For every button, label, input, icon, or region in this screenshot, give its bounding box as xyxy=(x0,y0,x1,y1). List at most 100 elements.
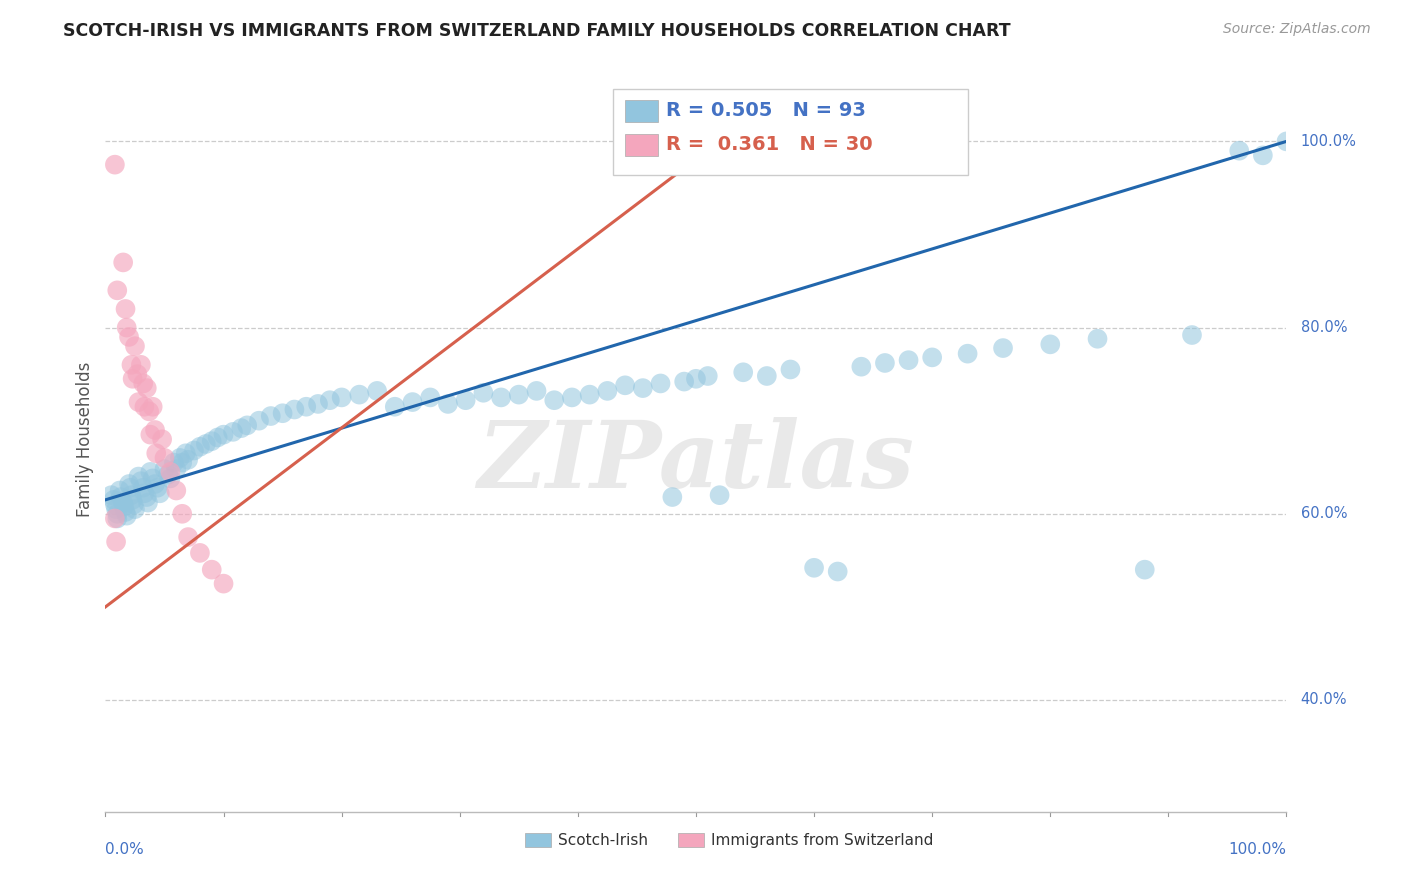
Text: 60.0%: 60.0% xyxy=(1301,507,1347,521)
Point xyxy=(307,397,329,411)
Text: Immigrants from Switzerland: Immigrants from Switzerland xyxy=(711,832,934,847)
Point xyxy=(149,486,172,500)
Point xyxy=(614,378,637,392)
Point xyxy=(489,391,512,405)
Point xyxy=(709,488,731,502)
Point xyxy=(120,488,142,502)
Point xyxy=(112,500,135,514)
Point xyxy=(283,402,305,417)
Point xyxy=(114,301,136,316)
Point xyxy=(349,387,371,401)
Point xyxy=(212,576,235,591)
Point xyxy=(135,490,157,504)
Point xyxy=(129,358,152,372)
Point xyxy=(897,353,920,368)
Point xyxy=(115,508,138,523)
Point xyxy=(150,433,173,447)
Point xyxy=(1251,148,1274,162)
Point xyxy=(188,546,211,560)
Point xyxy=(188,440,211,454)
Point xyxy=(112,495,135,509)
Point xyxy=(384,400,406,414)
Point xyxy=(105,284,128,298)
Point xyxy=(755,369,778,384)
Point xyxy=(803,561,825,575)
Text: R = 0.505   N = 93: R = 0.505 N = 93 xyxy=(666,101,866,120)
Point xyxy=(260,409,283,423)
Point xyxy=(110,490,132,504)
Point xyxy=(139,427,162,442)
Point xyxy=(122,498,145,512)
Point xyxy=(153,462,176,476)
Point xyxy=(650,376,672,391)
Point xyxy=(991,341,1014,355)
Point xyxy=(159,471,181,485)
Point xyxy=(177,452,200,467)
Point xyxy=(105,502,128,516)
Point xyxy=(120,358,142,372)
Point xyxy=(100,488,122,502)
Point xyxy=(105,534,128,549)
Point xyxy=(169,450,191,465)
Point xyxy=(696,369,718,384)
Point xyxy=(121,372,143,386)
Point xyxy=(231,421,253,435)
FancyBboxPatch shape xyxy=(613,89,967,175)
Point xyxy=(143,477,166,491)
Point xyxy=(103,492,125,507)
Point xyxy=(561,391,583,405)
Point xyxy=(733,365,755,379)
Point xyxy=(143,423,166,437)
Point xyxy=(1087,332,1109,346)
Point xyxy=(124,339,146,353)
Point xyxy=(172,507,194,521)
Bar xyxy=(678,832,704,847)
Text: 100.0%: 100.0% xyxy=(1229,841,1286,856)
Point xyxy=(578,387,600,401)
Point xyxy=(1227,144,1250,158)
Point xyxy=(183,443,205,458)
Text: 80.0%: 80.0% xyxy=(1301,320,1347,335)
Point xyxy=(508,387,530,401)
Point xyxy=(330,391,353,405)
Point xyxy=(104,158,127,172)
Point xyxy=(212,427,235,442)
Point xyxy=(174,446,197,460)
Point xyxy=(163,456,186,470)
Text: SCOTCH-IRISH VS IMMIGRANTS FROM SWITZERLAND FAMILY HOUSEHOLDS CORRELATION CHART: SCOTCH-IRISH VS IMMIGRANTS FROM SWITZERL… xyxy=(63,22,1011,40)
Bar xyxy=(626,134,658,156)
Point xyxy=(1133,563,1156,577)
Point xyxy=(673,375,696,389)
Text: 0.0%: 0.0% xyxy=(105,841,145,856)
Point xyxy=(295,400,318,414)
Point xyxy=(661,490,683,504)
Point xyxy=(146,481,169,495)
Text: Scotch-Irish: Scotch-Irish xyxy=(558,832,648,847)
Point xyxy=(138,404,160,418)
Point xyxy=(132,376,155,391)
Point xyxy=(526,384,548,398)
Point xyxy=(128,469,150,483)
Bar xyxy=(626,100,658,122)
Point xyxy=(136,495,159,509)
Point xyxy=(105,511,128,525)
Point xyxy=(120,481,142,495)
Point xyxy=(366,384,388,398)
Point xyxy=(779,362,801,376)
Point xyxy=(104,511,127,525)
Point xyxy=(271,406,294,420)
Point xyxy=(472,385,495,400)
Point xyxy=(827,565,849,579)
Point xyxy=(108,483,131,498)
Point xyxy=(873,356,896,370)
Point xyxy=(1039,337,1062,351)
Point xyxy=(401,395,423,409)
Bar xyxy=(524,832,551,847)
Point xyxy=(201,563,224,577)
Point xyxy=(114,505,136,519)
Point xyxy=(207,430,229,444)
Point xyxy=(153,450,176,465)
Text: R =  0.361   N = 30: R = 0.361 N = 30 xyxy=(666,135,873,153)
Point xyxy=(437,397,460,411)
Point xyxy=(631,381,654,395)
